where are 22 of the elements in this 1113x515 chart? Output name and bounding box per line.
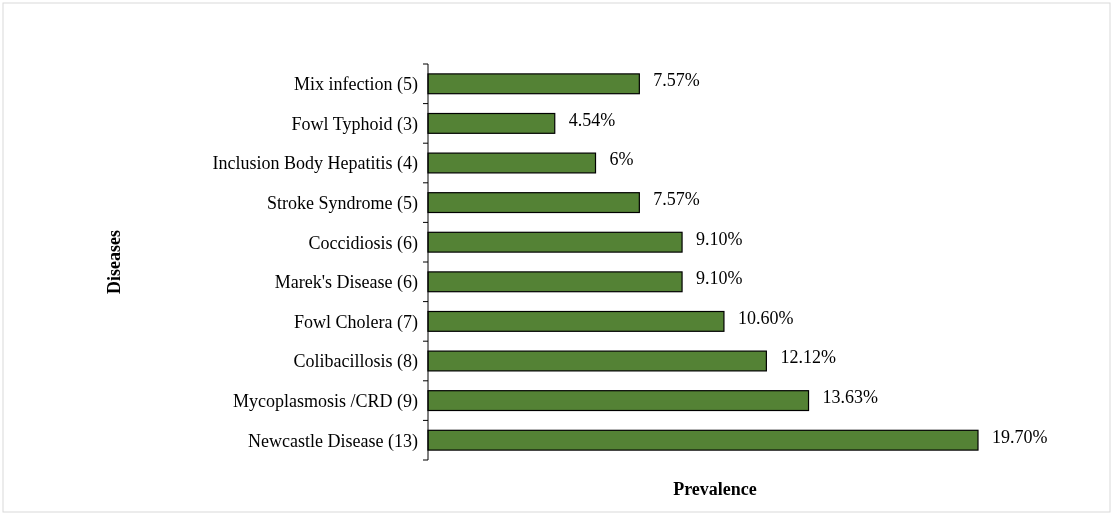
data-label: 9.10% [696, 268, 743, 289]
y-tick-label: Marek's Disease (6) [274, 272, 418, 294]
data-label: 13.63% [822, 386, 879, 407]
y-tick-label: Newcastle Disease (13) [248, 430, 418, 452]
data-label: 10.60% [737, 307, 794, 328]
y-tick-label: Fowl Cholera (7) [294, 311, 418, 333]
y-tick-label: Fowl Typhoid (3) [291, 113, 418, 135]
data-label: 12.12% [780, 347, 836, 368]
y-tick-label: Inclusion Body Hepatitis (4) [212, 153, 418, 175]
data-label: 4.54% [568, 109, 616, 130]
x-axis-title: Prevalence [673, 479, 757, 499]
y-tick-label: Mix infection (5) [294, 74, 418, 96]
y-axis-title: Diseases [104, 230, 124, 294]
y-tick-label: Coccidiosis (6) [308, 232, 418, 254]
data-label: 7.57% [653, 70, 700, 91]
y-tick-label: Stroke Syndrome (5) [267, 192, 418, 214]
data-label: 19.70% [992, 426, 1048, 447]
data-label: 7.57% [653, 188, 700, 209]
y-tick-label: Colibacillosis (8) [293, 351, 418, 373]
data-label: 9.10% [696, 228, 743, 249]
data-label: 6% [609, 149, 634, 170]
y-tick-label: Mycoplasmosis /CRD (9) [232, 390, 418, 412]
